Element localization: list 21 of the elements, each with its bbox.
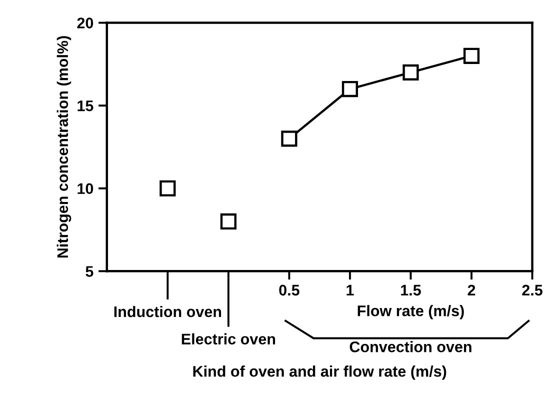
x-axis-title: Kind of oven and air flow rate (m/s)	[193, 366, 446, 380]
x-tick-label: 2.5	[522, 284, 542, 296]
annotation: Induction oven	[114, 306, 222, 318]
y-axis-title: Nitrogen concentration (mol%)	[56, 36, 72, 258]
y-tick-label: 20	[77, 18, 94, 28]
annotation: Electric oven	[182, 333, 276, 344]
point	[342, 80, 358, 98]
y-tick-label: 10	[78, 183, 94, 194]
x-tick-label: 1.5	[401, 284, 421, 296]
point	[463, 48, 480, 64]
text: Flow rate (m/s)	[358, 305, 464, 320]
point	[220, 213, 236, 230]
y-tick-label: 15	[78, 100, 94, 112]
point	[160, 180, 176, 196]
point	[402, 64, 419, 81]
x-tick-label: 2	[468, 284, 476, 296]
text: Convection oven	[350, 341, 472, 352]
x-tick-label: 1	[346, 284, 354, 296]
y-tick-label: 5	[86, 266, 94, 277]
x-tick-label: 0.5	[279, 284, 300, 296]
point	[281, 130, 298, 147]
